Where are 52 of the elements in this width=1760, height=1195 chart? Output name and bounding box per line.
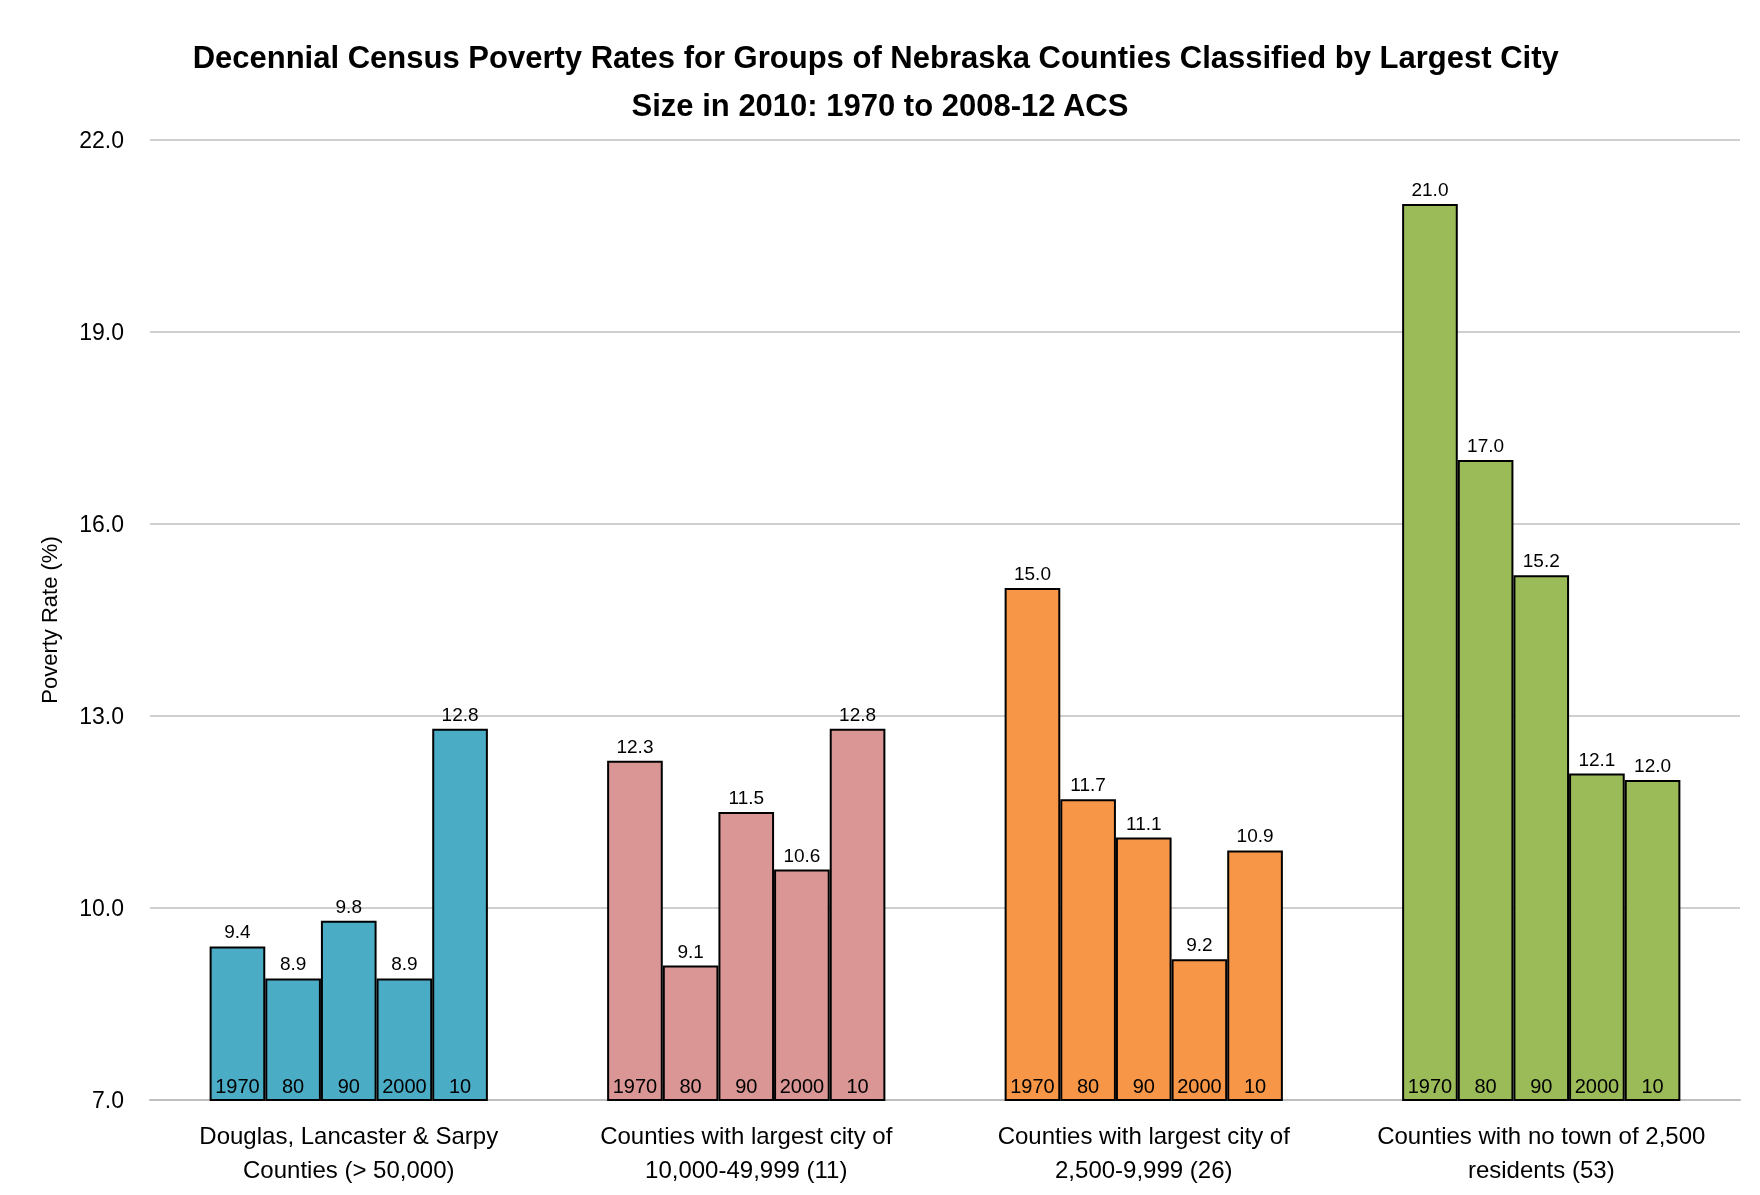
text: 90 xyxy=(1132,1075,1155,1097)
text: 90 xyxy=(735,1075,758,1097)
text: 10 xyxy=(1641,1075,1664,1097)
text: 80 xyxy=(679,1075,702,1097)
text: 80 xyxy=(1474,1075,1497,1097)
series-label: 90 xyxy=(337,1075,360,1097)
text: 2000 xyxy=(1574,1075,1620,1097)
data-label: 9.4 xyxy=(224,921,252,943)
y-tick-label: 10.0 xyxy=(79,895,124,921)
x-tick-label: Counties with largest city of 2,500-9,999 (26) xyxy=(997,1121,1291,1183)
text: 10 xyxy=(1243,1075,1267,1097)
chart-title: Decennial Census Poverty Rates for Groups of Nebraska Counties Classified by Largest City Size in 2010: 1970 to 2008-12 ACS xyxy=(192,39,1568,123)
data-label: 8.9 xyxy=(391,953,418,975)
text: 1970 xyxy=(1010,1075,1055,1097)
text: 90 xyxy=(1530,1075,1553,1097)
series-label: 1970 xyxy=(215,1075,260,1097)
text: 2000 xyxy=(779,1075,825,1097)
data-label: 9.8 xyxy=(335,895,362,917)
data-label: 12.8 xyxy=(441,703,479,725)
data-label: 12.0 xyxy=(1634,755,1672,776)
series-label: 80 xyxy=(281,1075,305,1097)
data-label: 10.9 xyxy=(1236,825,1274,847)
data-label: 9.2 xyxy=(1186,934,1213,956)
y-tick-label: 16.0 xyxy=(79,511,124,537)
y-tick-label: 13.0 xyxy=(79,703,124,729)
text: 1970 xyxy=(612,1075,658,1097)
data-label: 11.1 xyxy=(1125,812,1162,834)
data-label: 12.3 xyxy=(616,735,654,757)
data-label: 17.0 xyxy=(1467,435,1505,456)
text: 2000 xyxy=(1177,1075,1222,1097)
text: 10 xyxy=(846,1075,869,1097)
series-label: 10 xyxy=(448,1075,472,1097)
data-label: 8.9 xyxy=(279,953,307,975)
text: 1970 xyxy=(1407,1075,1453,1097)
y-axis-title: Poverty Rate (%) xyxy=(36,536,62,704)
data-label: 15.0 xyxy=(1013,563,1051,584)
x-tick-label: Counties with largest city of 10,000-49,999 (11) xyxy=(600,1121,893,1183)
text: 80 xyxy=(1076,1075,1100,1097)
data-label: 11.7 xyxy=(1070,774,1106,796)
data-label: 9.1 xyxy=(677,940,704,962)
data-label: 21.0 xyxy=(1411,179,1449,200)
y-tick-label: 19.0 xyxy=(79,319,124,345)
data-label: 12.1 xyxy=(1578,748,1616,770)
data-label: 15.2 xyxy=(1522,550,1560,572)
x-tick-label: Counties with no town of 2,500 residents (53) xyxy=(1377,1121,1706,1183)
data-label: 11.5 xyxy=(728,787,765,808)
y-tick-label: 7.0 xyxy=(92,1087,124,1113)
x-tick-label: Douglas, Lancaster & Sarpy Counties (> 50,000) xyxy=(199,1121,499,1183)
series-label: 2000 xyxy=(382,1075,427,1097)
data-label: 10.6 xyxy=(783,844,821,866)
y-tick-label: 22.0 xyxy=(79,127,124,153)
data-label: 12.8 xyxy=(839,703,877,725)
